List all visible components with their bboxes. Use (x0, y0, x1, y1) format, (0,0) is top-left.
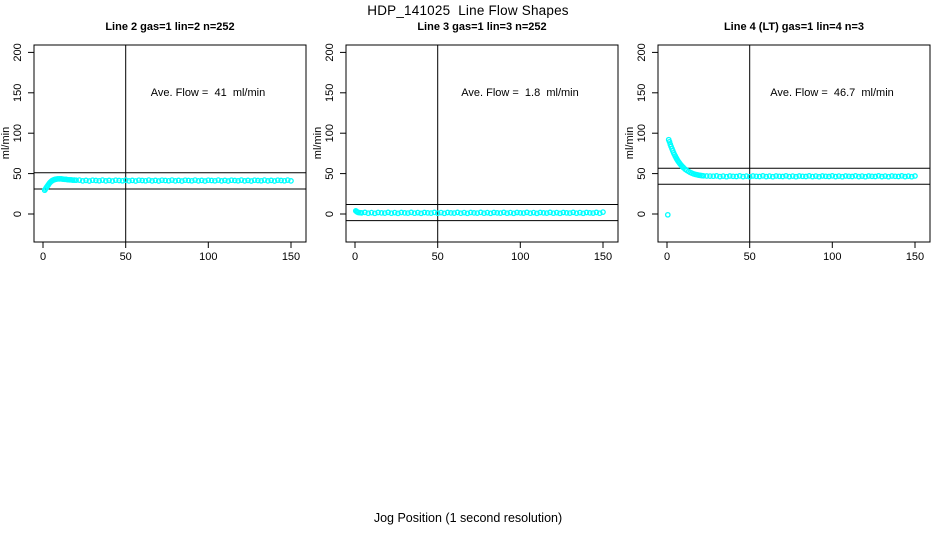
x-axis-ticks (666, 242, 916, 248)
x-tick-label: 100 (823, 251, 841, 263)
y-tick-label: 200 (12, 43, 24, 61)
reference-hlines (658, 167, 930, 185)
x-tick-label: 150 (282, 251, 300, 263)
y-axis-label: ml/min (312, 127, 324, 159)
y-tick-label: 200 (636, 43, 648, 61)
plot-area: 0 50 100 150 200 0 50 100 150 ml/min Ave… (312, 43, 619, 263)
plot-box (345, 44, 619, 243)
panel-line-2: Line 2 gas=1 lin=2 n=252 0 50 100 150 20… (0, 0, 312, 270)
y-tick-label: 100 (12, 124, 24, 142)
y-axis-ticks (28, 51, 34, 215)
y-tick-label: 50 (324, 167, 336, 179)
x-tick-label: 150 (594, 251, 612, 263)
plot-box (657, 44, 931, 243)
plot-area: 0 50 100 150 200 0 50 100 150 ml/min Ave… (0, 43, 307, 263)
data-points (352, 208, 606, 217)
x-tick-label: 50 (744, 251, 756, 263)
main-title: HDP_141025 Line Flow Shapes (367, 3, 569, 18)
ave-flow-annotation: Ave. Flow = 41 ml/min (151, 87, 265, 99)
y-tick-label: 0 (636, 211, 648, 217)
y-tick-label: 100 (324, 124, 336, 142)
x-tick-label: 0 (664, 251, 670, 263)
data-points (664, 136, 918, 218)
x-tick-label: 100 (511, 251, 529, 263)
y-axis-ticks (340, 51, 346, 215)
plot-area: 0 50 100 150 200 0 50 100 150 ml/min Ave… (624, 43, 931, 263)
reference-hlines (346, 204, 618, 222)
x-tick-label: 50 (120, 251, 132, 263)
ave-flow-annotation: Ave. Flow = 1.8 ml/min (461, 87, 578, 99)
y-axis-label: ml/min (624, 127, 636, 159)
y-tick-label: 200 (324, 43, 336, 61)
panel-title: Line 2 gas=1 lin=2 n=252 (105, 21, 235, 33)
reference-hlines (34, 172, 306, 190)
plot-box (33, 44, 307, 243)
x-tick-label: 100 (199, 251, 217, 263)
y-tick-label: 150 (324, 84, 336, 102)
y-tick-label: 150 (636, 84, 648, 102)
y-axis-label: ml/min (0, 127, 12, 159)
x-tick-label: 0 (40, 251, 46, 263)
x-axis-ticks (42, 242, 292, 248)
panel-line-3: Line 3 gas=1 lin=3 n=252 0 50 100 150 20… (312, 0, 624, 270)
y-tick-label: 0 (324, 211, 336, 217)
panel-line-4: Line 4 (LT) gas=1 lin=4 n=3 0 50 100 150… (624, 0, 936, 270)
panel-title: Line 3 gas=1 lin=3 n=252 (417, 21, 547, 33)
ave-flow-annotation: Ave. Flow = 46.7 ml/min (770, 87, 894, 99)
x-tick-label: 150 (906, 251, 924, 263)
y-axis-ticks (652, 51, 658, 215)
y-tick-label: 50 (636, 167, 648, 179)
y-tick-label: 50 (12, 167, 24, 179)
x-axis-ticks (354, 242, 604, 248)
x-tick-label: 50 (432, 251, 444, 263)
data-points (41, 176, 294, 194)
y-tick-label: 150 (12, 84, 24, 102)
x-axis-label: Jog Position (1 second resolution) (373, 511, 563, 525)
panel-title: Line 4 (LT) gas=1 lin=4 n=3 (723, 21, 865, 33)
x-tick-label: 0 (352, 251, 358, 263)
y-tick-label: 100 (636, 124, 648, 142)
y-tick-label: 0 (12, 211, 24, 217)
